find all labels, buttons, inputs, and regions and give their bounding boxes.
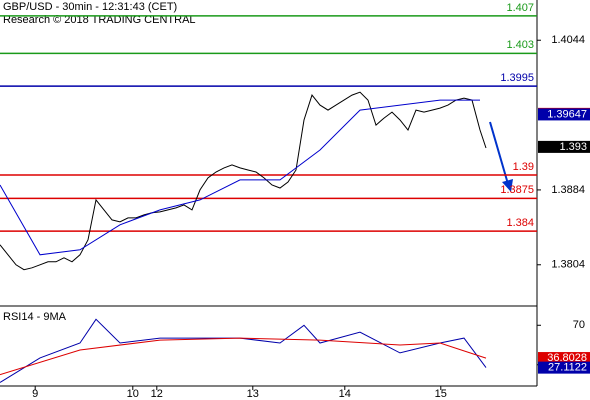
level-label: 1.39 xyxy=(513,161,534,173)
arrow xyxy=(489,121,509,185)
x-tick-label: 10 xyxy=(127,388,139,400)
level-label: 1.3875 xyxy=(500,184,534,196)
x-tick-label: 13 xyxy=(247,388,259,400)
price-box xyxy=(538,361,590,374)
price-box xyxy=(538,140,590,153)
x-tick-label: 15 xyxy=(435,388,447,400)
y-tick-label: 70 xyxy=(573,319,585,331)
x-tick-label: 9 xyxy=(32,388,38,400)
level-label: 1.407 xyxy=(506,2,534,14)
price-label: 36.8028 xyxy=(547,352,587,364)
x-tick-label: 14 xyxy=(339,388,351,400)
x-tick-label: 12 xyxy=(151,388,163,400)
price-label: 27.1122 xyxy=(548,362,587,374)
y-tick-label: 1.4044 xyxy=(551,34,585,46)
chart-title: GBP/USD - 30min - 12:31:43 (CET) xyxy=(3,1,177,13)
y-tick-label: 1.3884 xyxy=(551,184,585,196)
arrow-head xyxy=(502,179,513,192)
series-line xyxy=(0,337,487,376)
level-label: 1.403 xyxy=(506,39,534,51)
chart-subtitle: Research © 2018 TRADING CENTRAL xyxy=(3,14,196,26)
level-label: 1.3995 xyxy=(500,72,534,84)
price-box xyxy=(538,108,590,121)
price-label: 1.393 xyxy=(559,141,587,153)
y-tick-label: 1.3804 xyxy=(551,259,585,271)
price-box xyxy=(538,352,590,365)
price-label: 1.39647 xyxy=(547,108,587,120)
series-line xyxy=(0,91,487,271)
series-line xyxy=(0,318,487,383)
panel-title: RSI14 - 9MA xyxy=(3,311,67,323)
series-line xyxy=(0,99,480,256)
level-label: 1.384 xyxy=(506,217,534,229)
